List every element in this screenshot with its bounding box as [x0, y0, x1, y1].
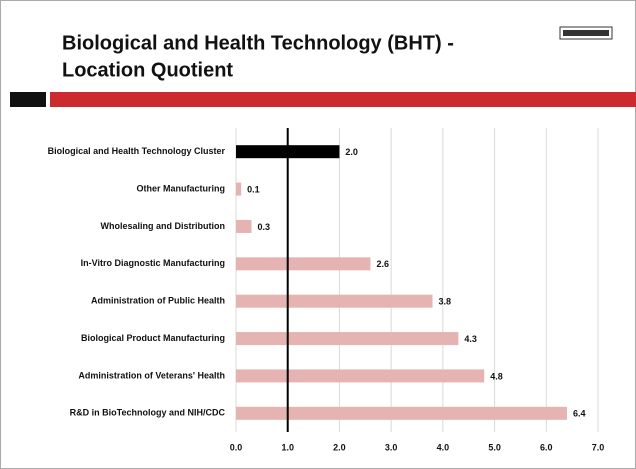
x-tick-label: 0.0 — [230, 442, 243, 452]
category-label: In-Vitro Diagnostic Manufacturing — [81, 258, 225, 268]
category-label: Wholesaling and Distribution — [101, 221, 226, 231]
value-label: 2.0 — [345, 147, 358, 157]
x-tick-label: 2.0 — [333, 442, 346, 452]
value-label: 2.6 — [376, 259, 389, 269]
value-label: 0.1 — [247, 184, 260, 194]
category-label: Administration of Veterans' Health — [78, 370, 225, 380]
x-tick-label: 5.0 — [488, 442, 501, 452]
bar — [236, 257, 371, 271]
header-block — [10, 92, 46, 107]
logo-mark — [563, 30, 609, 36]
title-line: Biological and Health Technology (BHT) - — [62, 32, 454, 54]
bar — [236, 219, 252, 233]
x-tick-label: 4.0 — [437, 442, 450, 452]
x-tick-label: 1.0 — [281, 442, 294, 452]
category-label: Biological Product Manufacturing — [81, 333, 225, 343]
x-tick-label: 7.0 — [592, 442, 605, 452]
header-bar — [50, 92, 636, 107]
logo — [559, 26, 613, 40]
value-label: 0.3 — [258, 222, 271, 232]
bar — [236, 294, 433, 308]
bar — [236, 369, 485, 383]
title-line: Location Quotient — [62, 59, 233, 81]
x-tick-label: 6.0 — [540, 442, 553, 452]
category-label: Biological and Health Technology Cluster — [48, 146, 226, 156]
category-label: Other Manufacturing — [136, 183, 225, 193]
category-label: Administration of Public Health — [91, 296, 225, 306]
bar — [236, 332, 459, 346]
x-tick-label: 3.0 — [385, 442, 398, 452]
value-label: 4.3 — [464, 334, 477, 344]
category-label: R&D in BioTechnology and NIH/CDC — [70, 408, 226, 418]
value-label: 3.8 — [439, 297, 452, 307]
bar — [236, 182, 242, 196]
value-label: 4.8 — [490, 371, 503, 381]
value-label: 6.4 — [573, 409, 586, 419]
bar — [236, 406, 567, 420]
